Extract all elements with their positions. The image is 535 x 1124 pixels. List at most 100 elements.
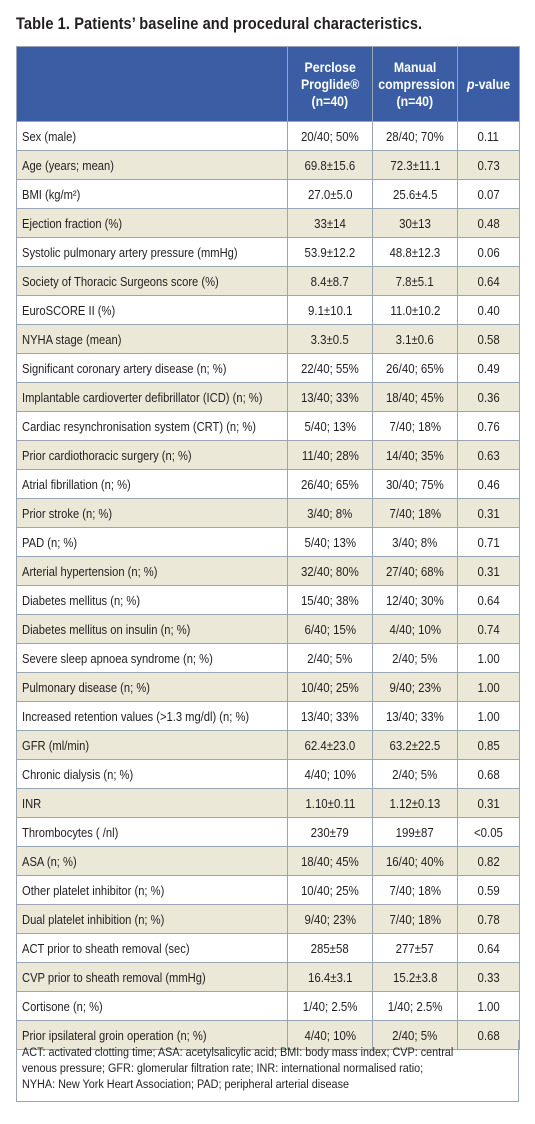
row-perclose-value: 9.1±10.1	[307, 302, 353, 318]
row-label: PAD (n; %)	[22, 534, 78, 550]
row-label: Sex (male)	[22, 128, 77, 144]
row-p-value-cell: 0.31	[457, 556, 520, 586]
row-label: INR	[22, 795, 42, 811]
row-p-value-cell: 1.00	[457, 991, 520, 1021]
table-row: Other platelet inhibitor (n; %) 10/40; 25…	[16, 875, 520, 905]
row-perclose-value: 10/40; 25%	[301, 679, 359, 695]
row-manual-value-cell: 277±57	[372, 933, 458, 963]
row-p-value-cell: 0.46	[457, 469, 520, 499]
row-label: Dual platelet inhibition (n; %)	[22, 911, 165, 927]
header-manual: Manual compression (n=40)	[372, 46, 458, 122]
row-manual-value: 14/40; 35%	[386, 447, 444, 463]
row-perclose-value-cell: 5/40; 13%	[287, 411, 373, 441]
row-manual-value: 26/40; 65%	[386, 360, 444, 376]
row-manual-value-cell: 7/40; 18%	[372, 498, 458, 528]
row-p-value: 0.64	[477, 273, 500, 289]
row-perclose-value-cell: 16.4±3.1	[287, 962, 373, 992]
row-label: Diabetes mellitus on insulin (n; %)	[22, 621, 191, 637]
row-label-cell: Significant coronary artery disease (n; …	[16, 353, 288, 383]
table-row: GFR (ml/min) 62.4±23.0 63.2±22.5 0.85	[16, 730, 520, 760]
characteristics-table: Perclose Proglide® (n=40) Manual compres…	[16, 46, 520, 1050]
row-perclose-value: 8.4±8.7	[310, 273, 350, 289]
row-label-cell: NYHA stage (mean)	[16, 324, 288, 354]
table-row: Cardiac resynchronisation system (CRT) (…	[16, 411, 520, 441]
row-manual-value: 3/40; 8%	[392, 534, 438, 550]
row-p-value: 0.71	[477, 534, 500, 550]
row-perclose-value: 26/40; 65%	[301, 476, 359, 492]
row-p-value-cell: 0.68	[457, 1020, 520, 1050]
row-label: Chronic dialysis (n; %)	[22, 766, 134, 782]
row-p-value-cell: 0.78	[457, 904, 520, 934]
row-perclose-value: 5/40; 13%	[304, 534, 356, 550]
row-perclose-value-cell: 53.9±12.2	[287, 237, 373, 267]
row-perclose-value: 32/40; 80%	[301, 563, 359, 579]
row-manual-value-cell: 72.3±11.1	[372, 150, 458, 180]
row-manual-value-cell: 2/40; 5%	[372, 1020, 458, 1050]
row-perclose-value: 27.0±5.0	[307, 186, 353, 202]
row-perclose-value-cell: 27.0±5.0	[287, 179, 373, 209]
row-perclose-value-cell: 285±58	[287, 933, 373, 963]
row-manual-value: 18/40; 45%	[386, 389, 444, 405]
row-manual-value: 27/40; 68%	[386, 563, 444, 579]
row-manual-value-cell: 11.0±10.2	[372, 295, 458, 325]
row-manual-value: 1/40; 2.5%	[387, 998, 443, 1014]
row-perclose-value: 5/40; 13%	[304, 418, 356, 434]
table-row: Prior stroke (n; %) 3/40; 8% 7/40; 18% 0.31	[16, 498, 520, 528]
row-label-cell: Dual platelet inhibition (n; %)	[16, 904, 288, 934]
row-manual-value-cell: 48.8±12.3	[372, 237, 458, 267]
row-p-value-cell: 0.76	[457, 411, 520, 441]
row-label: CVP prior to sheath removal (mmHg)	[22, 969, 206, 985]
row-perclose-value: 1.10±0.11	[305, 795, 355, 811]
header-perclose: Perclose Proglide® (n=40)	[287, 46, 373, 122]
row-label-cell: GFR (ml/min)	[16, 730, 288, 760]
header-pvalue-italic: p	[466, 75, 475, 92]
row-p-value: 1.00	[477, 708, 500, 724]
row-manual-value: 30/40; 75%	[386, 476, 444, 492]
row-label: Prior ipsilateral groin operation (n; %)	[22, 1027, 207, 1043]
row-perclose-value: 230±79	[310, 824, 350, 840]
row-label: Arterial hypertension (n; %)	[22, 563, 158, 579]
row-p-value-cell: 0.31	[457, 788, 520, 818]
row-perclose-value: 4/40; 10%	[304, 1027, 356, 1043]
table-row: PAD (n; %) 5/40; 13% 3/40; 8% 0.71	[16, 527, 520, 557]
row-perclose-value: 11/40; 28%	[301, 447, 359, 463]
row-manual-value-cell: 28/40; 70%	[372, 121, 458, 151]
row-label: NYHA stage (mean)	[22, 331, 122, 347]
table-row: Atrial fibrillation (n; %) 26/40; 65% 30/4…	[16, 469, 520, 499]
row-perclose-value: 69.8±15.6	[304, 157, 356, 173]
row-label: Increased retention values (>1.3 mg/dl) …	[22, 708, 250, 724]
header-manual-line2: compression	[378, 75, 455, 92]
table-row: Pulmonary disease (n; %) 10/40; 25% 9/40; …	[16, 672, 520, 702]
table-row: Diabetes mellitus on insulin (n; %) 6/40;…	[16, 614, 520, 644]
row-manual-value: 15.2±3.8	[392, 969, 438, 985]
row-label: Cardiac resynchronisation system (CRT) (…	[22, 418, 257, 434]
row-manual-value: 9/40; 23%	[389, 679, 441, 695]
row-p-value: 0.82	[477, 853, 500, 869]
table-row: CVP prior to sheath removal (mmHg) 16.4±3…	[16, 962, 520, 992]
row-manual-value-cell: 15.2±3.8	[372, 962, 458, 992]
row-p-value: 0.33	[477, 969, 500, 985]
row-p-value-cell: 0.73	[457, 150, 520, 180]
table-row: Ejection fraction (%) 33±14 30±13 0.48	[16, 208, 520, 238]
row-manual-value-cell: 7/40; 18%	[372, 875, 458, 905]
row-p-value: 0.31	[477, 795, 500, 811]
row-perclose-value-cell: 4/40; 10%	[287, 759, 373, 789]
header-perclose-line1: Perclose	[304, 58, 356, 75]
row-perclose-value: 20/40; 50%	[301, 128, 359, 144]
row-p-value-cell: 0.40	[457, 295, 520, 325]
row-perclose-value-cell: 9.1±10.1	[287, 295, 373, 325]
row-p-value: 0.46	[477, 476, 500, 492]
row-perclose-value: 1/40; 2.5%	[302, 998, 358, 1014]
row-manual-value-cell: 27/40; 68%	[372, 556, 458, 586]
row-manual-value: 4/40; 10%	[389, 621, 441, 637]
row-p-value: 0.48	[477, 215, 500, 231]
footnote-line3: NYHA: New York Heart Association; PAD; p…	[22, 1077, 350, 1091]
header-pvalue-rest: -value	[474, 75, 511, 92]
table-row: INR 1.10±0.11 1.12±0.13 0.31	[16, 788, 520, 818]
row-manual-value-cell: 199±87	[372, 817, 458, 847]
row-perclose-value-cell: 1/40; 2.5%	[287, 991, 373, 1021]
row-perclose-value: 6/40; 15%	[304, 621, 356, 637]
row-p-value: <0.05	[474, 824, 503, 840]
row-manual-value-cell: 3/40; 8%	[372, 527, 458, 557]
row-p-value: 0.31	[477, 505, 500, 521]
